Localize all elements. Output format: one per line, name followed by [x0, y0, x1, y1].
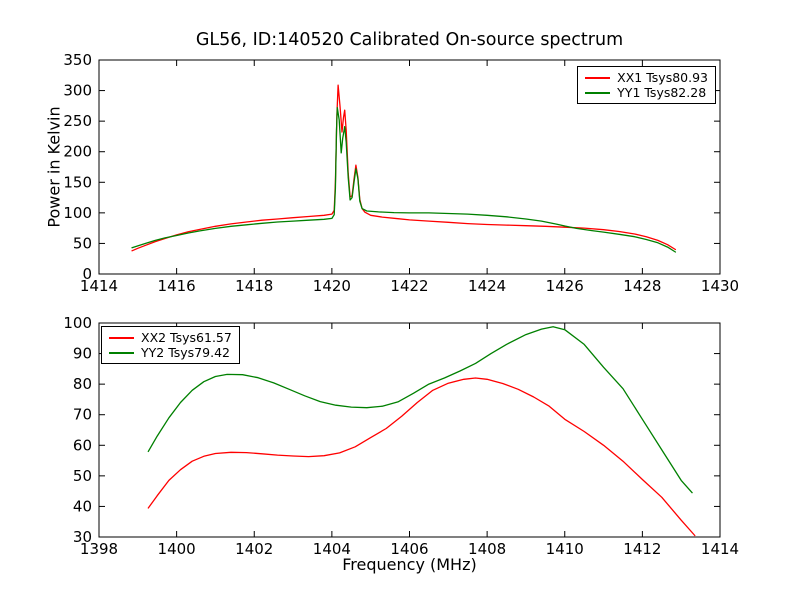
x-tick-label: 1404 [313, 540, 351, 558]
x-tick-label: 1416 [158, 277, 196, 295]
y-tick-label: 100 [63, 204, 92, 222]
line-xx1 [131, 84, 677, 252]
x-tick-label: 1412 [623, 540, 661, 558]
legend-entry: XX2 Tsys61.57 [109, 330, 232, 345]
x-tick-label: 1424 [468, 277, 506, 295]
legend-line-swatch-green [109, 351, 134, 354]
legend-label: YY1 Tsys82.28 [617, 85, 707, 100]
legend-label: XX1 Tsys80.93 [617, 70, 708, 85]
legend-label: XX2 Tsys61.57 [141, 330, 232, 345]
bottom-plot: 1398 1400 1402 1404 1406 1408 1410 1412 1414 30 40… [63, 314, 739, 558]
x-tick-label: 1422 [390, 277, 428, 295]
line-xx2 [147, 377, 696, 537]
x-tick-label: 1430 [701, 277, 739, 295]
x-tick-label: 1414 [80, 277, 118, 295]
x-tick-label: 1414 [701, 540, 739, 558]
x-tick-label: 1428 [623, 277, 661, 295]
y-tick-label: 30 [73, 528, 92, 546]
chart-title: GL56, ID:140520 Calibrated On-source spe… [195, 30, 624, 50]
y-tick-label: 60 [73, 436, 92, 454]
legend-line-swatch-green [585, 91, 611, 94]
x-tick-label: 1402 [235, 540, 273, 558]
bottom-plot-x-axis-label: Frequency (MHz) [342, 555, 477, 574]
y-tick-label: 90 [73, 345, 92, 363]
legend-entry: YY2 Tsys79.42 [109, 345, 232, 360]
line-yy1 [131, 107, 677, 253]
y-tick-label: 50 [73, 467, 92, 485]
x-tick-label: 1420 [313, 277, 351, 295]
top-plot-y-axis-label: Power in Kelvin [44, 106, 64, 228]
x-tick-label: 1426 [546, 277, 584, 295]
y-tick-label: 80 [73, 375, 92, 393]
line-yy2 [147, 326, 693, 494]
x-tick-label: 1398 [80, 540, 118, 558]
legend-line-swatch-red [585, 76, 611, 79]
x-tick-label: 1418 [235, 277, 273, 295]
bottom-plot-legend: XX2 Tsys61.57 YY2 Tsys79.42 [101, 326, 240, 364]
y-tick-label: 250 [63, 112, 92, 130]
y-tick-label: 0 [82, 265, 92, 283]
x-tick-label: 1406 [390, 540, 428, 558]
x-tick-label: 1410 [546, 540, 584, 558]
legend-line-swatch-red [109, 336, 134, 339]
x-tick-label: 1400 [158, 540, 196, 558]
legend-label: YY2 Tsys79.42 [141, 345, 230, 360]
y-tick-label: 150 [63, 173, 92, 191]
x-tick-label: 1408 [468, 540, 506, 558]
y-tick-label: 50 [73, 234, 92, 252]
y-tick-label: 40 [73, 497, 92, 515]
y-tick-label: 100 [63, 314, 92, 332]
y-tick-label: 300 [63, 82, 92, 100]
y-tick-label: 200 [63, 143, 92, 161]
legend-entry: XX1 Tsys80.93 [585, 70, 708, 85]
top-plot-legend: XX1 Tsys80.93 YY1 Tsys82.28 [577, 66, 716, 104]
legend-entry: YY1 Tsys82.28 [585, 85, 708, 100]
y-tick-label: 350 [63, 51, 92, 69]
top-plot: 1414 1416 1418 1420 1422 1424 1426 1428 1430 0 50 1… [63, 51, 739, 295]
y-tick-label: 70 [73, 406, 92, 424]
